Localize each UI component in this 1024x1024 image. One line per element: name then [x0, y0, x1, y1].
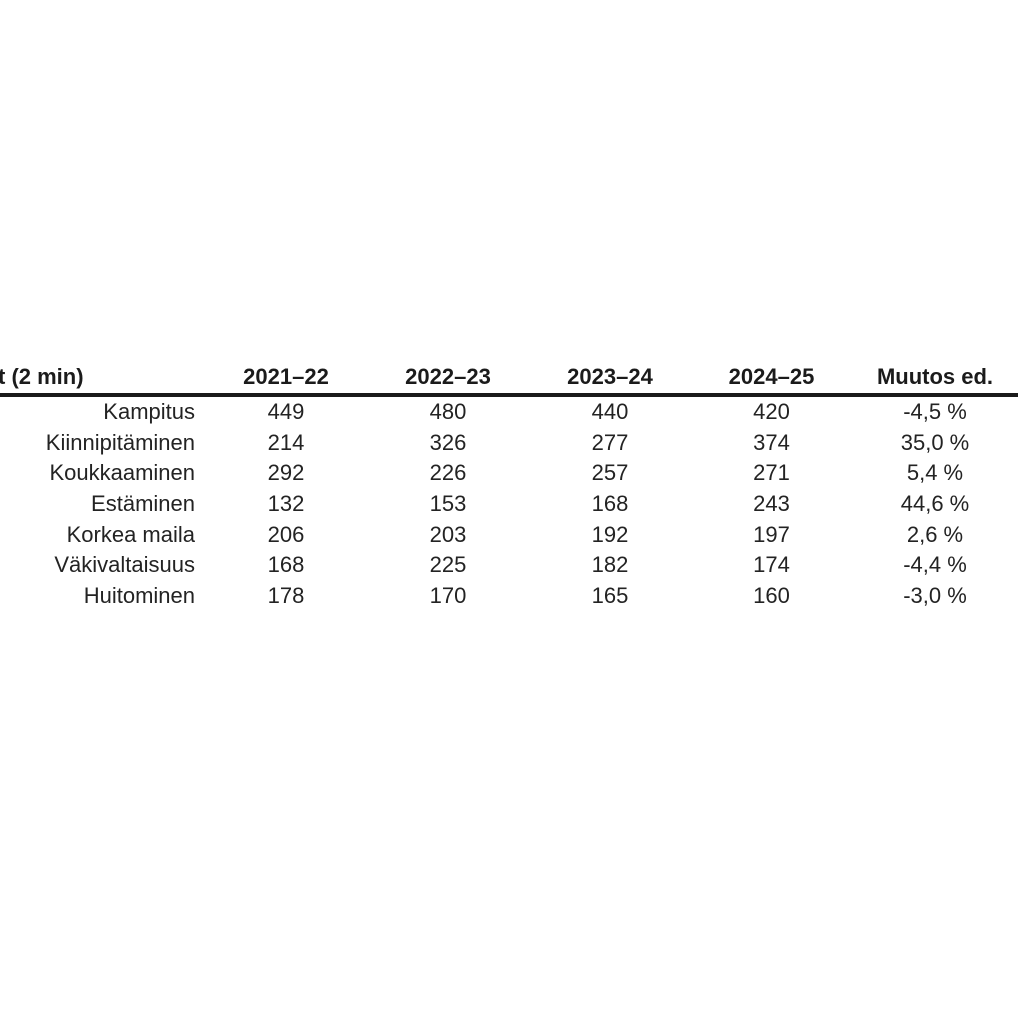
- cell-value: 292: [267, 460, 305, 486]
- penalties-table: t (2 min) 2021–22 2022–23 2023–24 2024–2…: [0, 360, 1018, 611]
- cell-value: 182: [591, 552, 629, 578]
- row-label: Korkea maila: [66, 521, 195, 547]
- cell-value: 206: [267, 521, 305, 547]
- cell-change: 35,0 %: [900, 429, 970, 455]
- table-row: Koukkaaminen 292 226 257 271 5,4 %: [0, 458, 1018, 489]
- cell-value: 153: [429, 491, 467, 517]
- cell-value: 277: [591, 429, 629, 455]
- cell-value: 192: [591, 521, 629, 547]
- cell-value: 226: [429, 460, 467, 486]
- col-header-muutos: Muutos ed.: [852, 360, 1018, 397]
- row-label: Estäminen: [91, 491, 195, 517]
- header-row: t (2 min) 2021–22 2022–23 2023–24 2024–2…: [0, 360, 1018, 397]
- table-row: Estäminen 132 153 168 243 44,6 %: [0, 489, 1018, 520]
- cell-value: 257: [591, 460, 629, 486]
- cell-value: 374: [753, 429, 790, 455]
- col-header-season-2024-25: 2024–25: [691, 360, 852, 397]
- cell-value: 174: [753, 552, 790, 578]
- cell-value: 271: [753, 460, 790, 486]
- row-label: Huitominen: [83, 582, 195, 608]
- cell-value: 225: [429, 552, 467, 578]
- cell-value: 168: [267, 552, 305, 578]
- table-row: Huitominen 178 170 165 160 -3,0 %: [0, 581, 1018, 612]
- table-row: Korkea maila 206 203 192 197 2,6 %: [0, 519, 1018, 550]
- cell-change: 5,4 %: [906, 460, 964, 486]
- row-label: Kiinnipitäminen: [45, 429, 195, 455]
- cell-change: -4,4 %: [903, 552, 967, 578]
- cell-value: 178: [267, 582, 305, 608]
- cell-value: 243: [753, 491, 790, 517]
- table-row: Kampitus 449 480 440 420 -4,5 %: [0, 395, 1018, 428]
- cell-value: 197: [753, 521, 790, 547]
- cell-value: 170: [429, 582, 467, 608]
- cell-value: 326: [429, 429, 467, 455]
- cell-change: -3,0 %: [903, 582, 967, 608]
- cell-value: 132: [267, 491, 305, 517]
- row-label: Kampitus: [103, 399, 195, 425]
- table-row: Väkivaltaisuus 168 225 182 174 -4,4 %: [0, 550, 1018, 581]
- cell-value: 214: [267, 429, 305, 455]
- row-label: Koukkaaminen: [49, 460, 195, 486]
- cell-value: 449: [267, 399, 305, 425]
- cell-value: 168: [591, 491, 629, 517]
- cell-change: 44,6 %: [900, 491, 970, 517]
- col-header-season-2021-22: 2021–22: [205, 360, 367, 397]
- cell-value: 165: [591, 582, 629, 608]
- cell-value: 203: [429, 521, 467, 547]
- cell-change: 2,6 %: [906, 521, 964, 547]
- col-header-season-2022-23: 2022–23: [367, 360, 529, 397]
- cell-value: 440: [591, 399, 629, 425]
- row-label: Väkivaltaisuus: [54, 552, 195, 578]
- col-header-category-label: t (2 min): [0, 364, 84, 389]
- cell-value: 480: [429, 399, 467, 425]
- col-header-category: t (2 min): [0, 360, 205, 397]
- table-row: Kiinnipitäminen 214 326 277 374 35,0 %: [0, 428, 1018, 459]
- cell-change: -4,5 %: [903, 399, 967, 425]
- col-header-season-2023-24: 2023–24: [529, 360, 691, 397]
- cell-value: 160: [753, 582, 790, 608]
- cell-value: 420: [753, 399, 790, 425]
